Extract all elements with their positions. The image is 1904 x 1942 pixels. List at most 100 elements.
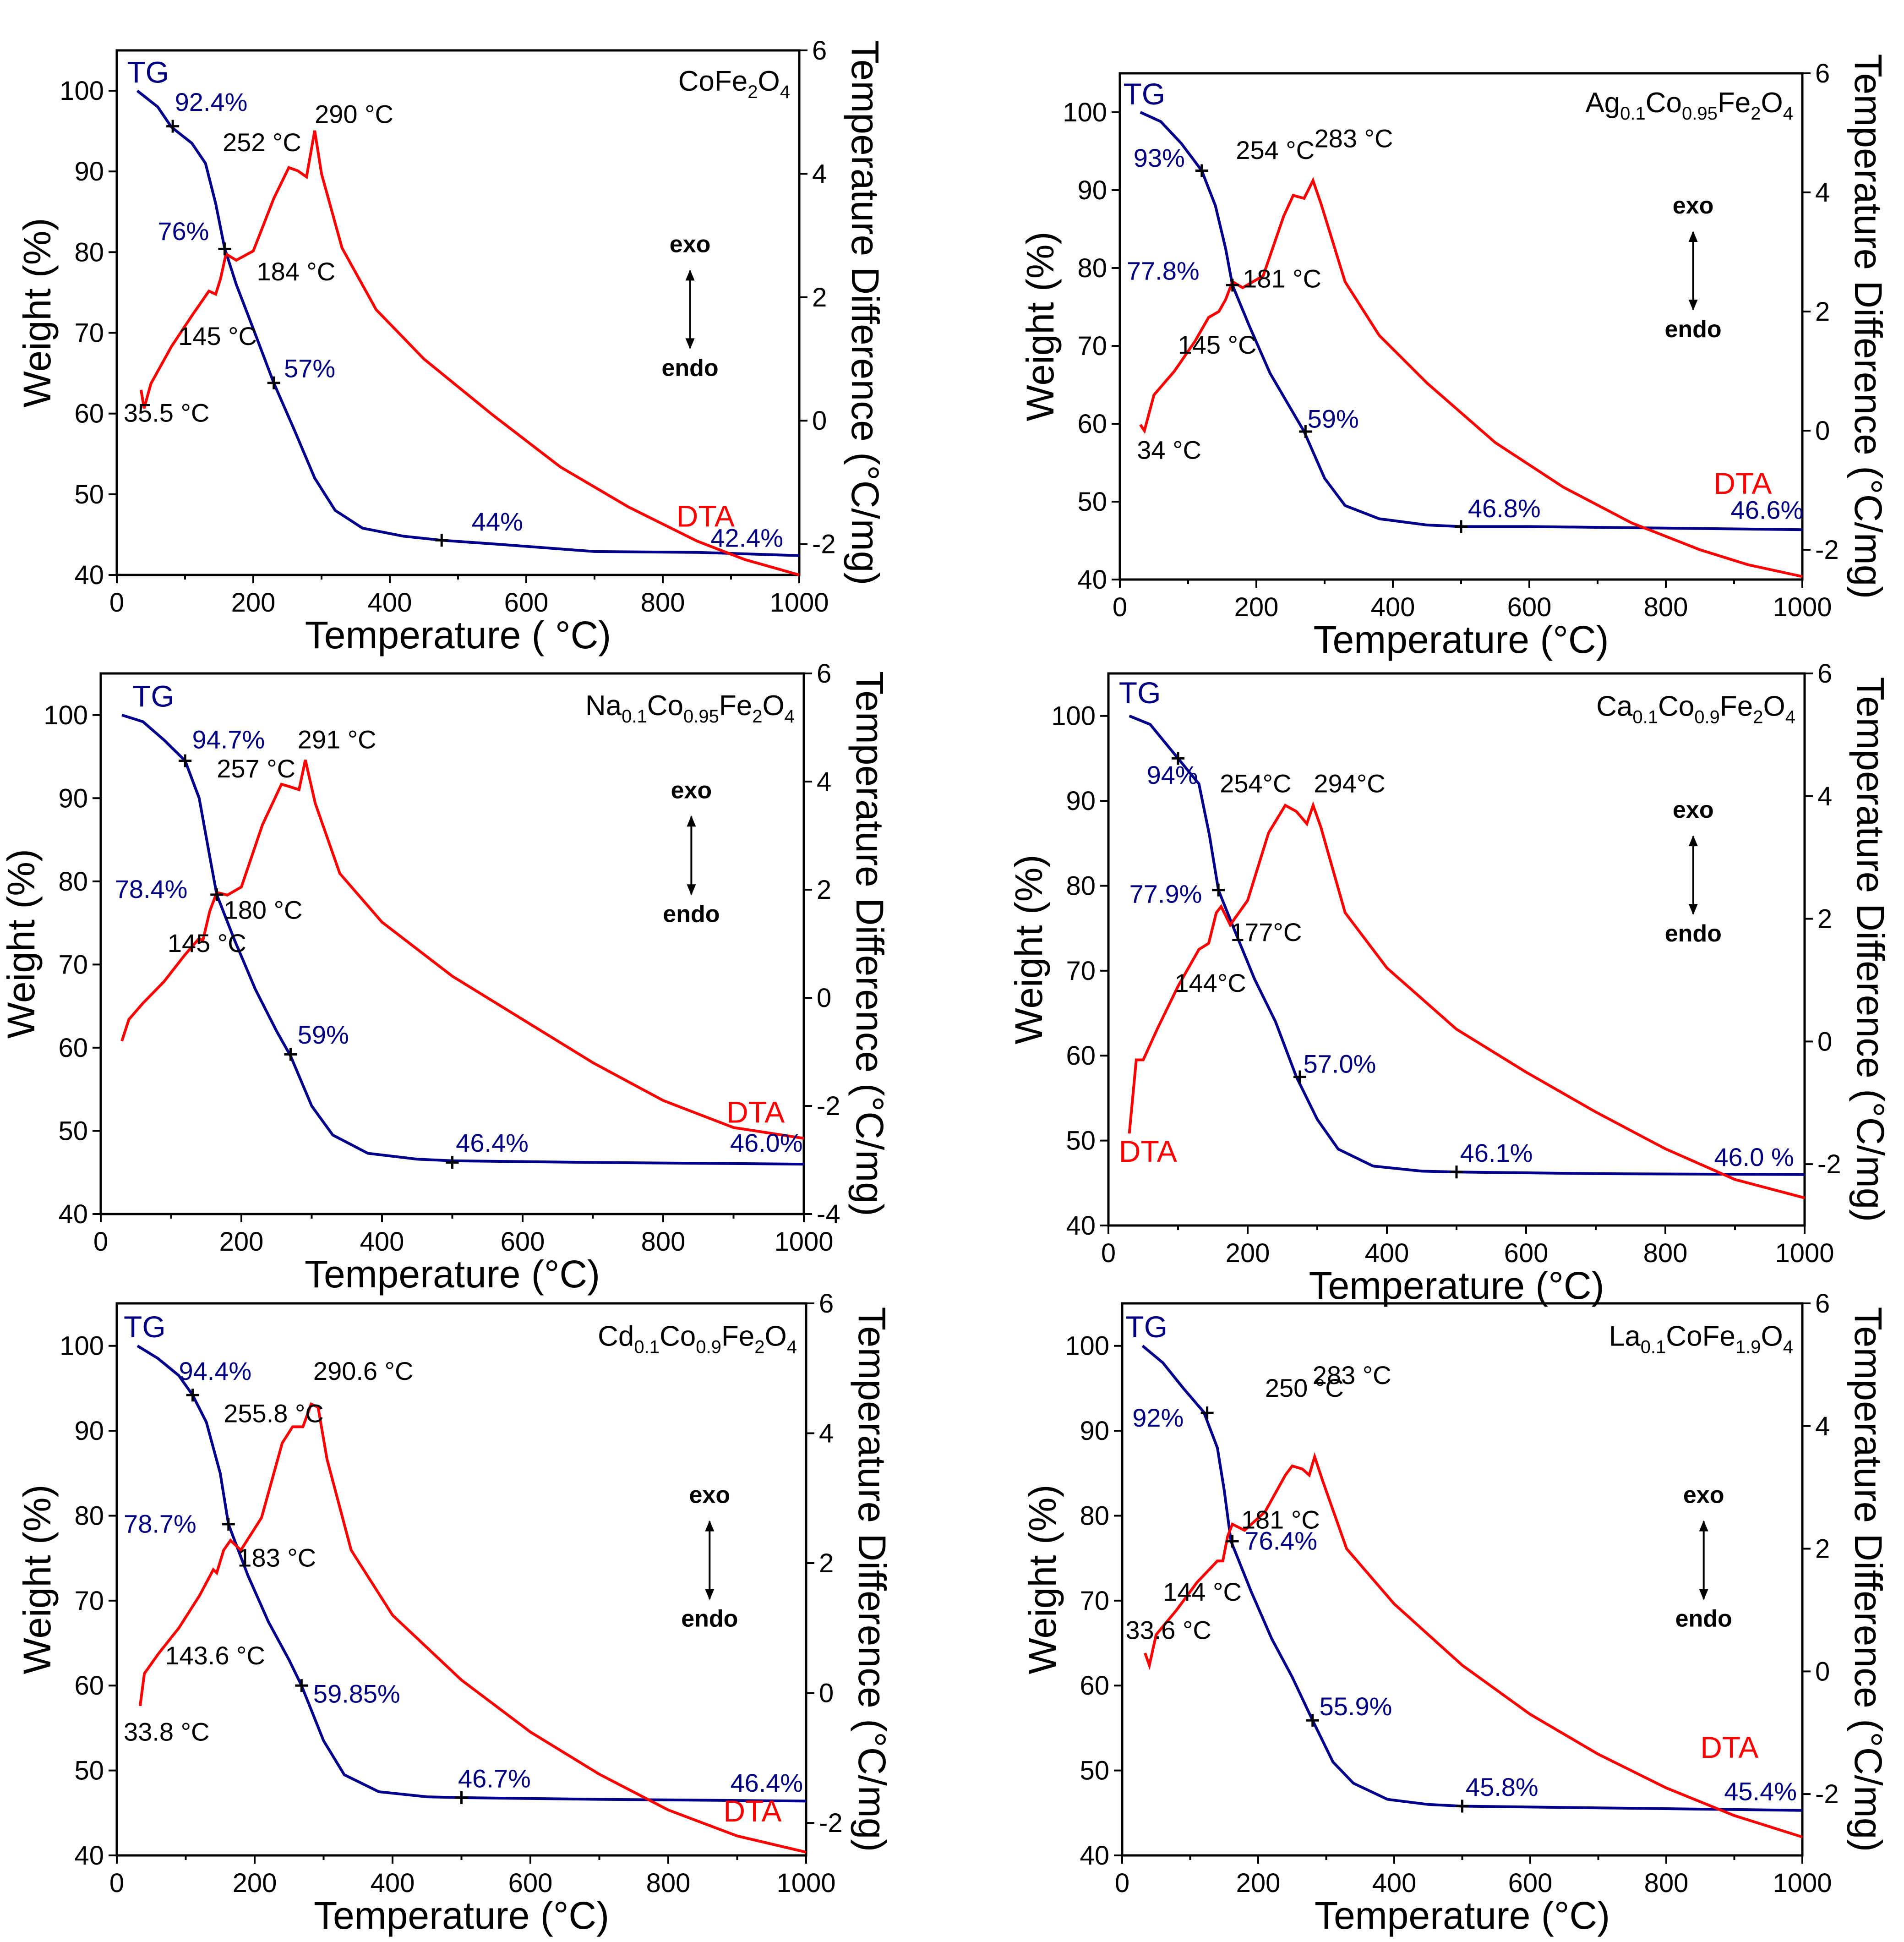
dta-curve bbox=[1139, 177, 1803, 578]
y-tick-label: 80 bbox=[1077, 253, 1107, 283]
x-tick-label: 0 bbox=[109, 588, 124, 618]
tg-label: TG bbox=[1119, 676, 1161, 710]
y2-tick-label: 0 bbox=[1815, 1657, 1830, 1686]
tg-marker bbox=[284, 1048, 297, 1061]
y2-tick-label: -2 bbox=[812, 530, 836, 559]
x-tick-label: 400 bbox=[368, 588, 412, 618]
y-tick-label: 40 bbox=[1080, 1841, 1109, 1871]
y2-tick-label: -2 bbox=[1815, 1779, 1839, 1809]
weight-pct-label-1: 94% bbox=[1147, 760, 1198, 789]
y-tick-label: 80 bbox=[1080, 1501, 1109, 1531]
onset-label: 177°C bbox=[1230, 918, 1302, 946]
y-tick-label: 40 bbox=[74, 1841, 104, 1871]
onset-label: 181 °C bbox=[1241, 1505, 1320, 1534]
y-tick-label: 40 bbox=[1066, 1211, 1096, 1241]
x-tick-label: 1000 bbox=[769, 588, 829, 618]
tg-marker bbox=[179, 754, 192, 767]
weight-pct-label-1: 94.7% bbox=[192, 725, 265, 754]
tg-marker bbox=[1212, 883, 1225, 897]
weight-pct-label-5: 46.0 % bbox=[1714, 1143, 1794, 1171]
exo-label: exo bbox=[1673, 192, 1714, 219]
y2-tick-label: 0 bbox=[1815, 416, 1830, 446]
tg-marker bbox=[1456, 1800, 1469, 1813]
composition-title: Cd0.1Co0.9Fe2O4 bbox=[598, 1321, 797, 1357]
shoulder-label: 145 °C bbox=[1178, 330, 1257, 359]
x-tick-label: 200 bbox=[233, 1868, 277, 1898]
x-axis-title: Temperature ( °C) bbox=[305, 613, 611, 656]
tg-curve bbox=[121, 713, 804, 1166]
y2-axis-title: Temperature Difference (°C/mg) bbox=[1847, 54, 1890, 599]
tg-marker bbox=[267, 376, 280, 389]
x-tick-label: 0 bbox=[1101, 1238, 1116, 1268]
onset-label: 183 °C bbox=[237, 1543, 316, 1572]
endo-label: endo bbox=[681, 1606, 738, 1632]
y2-tick-label: 2 bbox=[812, 283, 827, 312]
weight-pct-label-5: 45.4% bbox=[1724, 1777, 1797, 1806]
weight-pct-label-1: 94.4% bbox=[179, 1357, 251, 1385]
tg-marker bbox=[446, 1156, 459, 1169]
y2-tick-label: -2 bbox=[1815, 535, 1839, 565]
x-tick-label: 400 bbox=[360, 1227, 404, 1257]
tg-marker bbox=[1299, 425, 1312, 438]
y2-tick-label: 2 bbox=[1815, 1534, 1830, 1564]
y2-tick-label: 4 bbox=[1817, 782, 1832, 811]
shoulder-label: 143.6 °C bbox=[165, 1641, 265, 1670]
y-axis-title: Weight (%) bbox=[1019, 232, 1062, 421]
endo-label: endo bbox=[661, 355, 718, 381]
composition-title: Ag0.1Co0.95Fe2O4 bbox=[1585, 87, 1793, 124]
endo-label: endo bbox=[663, 901, 720, 927]
y-axis-title: Weight (%) bbox=[16, 1485, 59, 1674]
x-tick-label: 200 bbox=[219, 1227, 264, 1257]
x-tick-label: 400 bbox=[1372, 1868, 1417, 1898]
y-tick-label: 100 bbox=[1051, 701, 1096, 731]
x-tick-label: 600 bbox=[1508, 1868, 1553, 1898]
weight-pct-label-5: 46.0% bbox=[730, 1128, 803, 1157]
tg-marker bbox=[1226, 279, 1239, 292]
y2-tick-label: 0 bbox=[819, 1679, 834, 1708]
tg-marker bbox=[435, 534, 448, 547]
x-axis-title: Temperature (°C) bbox=[314, 1894, 609, 1937]
x-tick-label: 400 bbox=[1365, 1238, 1409, 1268]
peak1-label: 255.8 °C bbox=[224, 1399, 324, 1428]
weight-pct-label-3: 57% bbox=[284, 354, 335, 383]
y-tick-label: 90 bbox=[58, 783, 88, 813]
y2-tick-label: -2 bbox=[817, 1091, 840, 1121]
y-tick-label: 50 bbox=[1066, 1126, 1096, 1156]
dta-label: DTA bbox=[723, 1794, 781, 1828]
exo-endo-arrow bbox=[1688, 835, 1698, 915]
tg-label: TG bbox=[127, 55, 169, 89]
tg-marker bbox=[1195, 164, 1208, 177]
dta-label: DTA bbox=[726, 1095, 785, 1129]
y2-tick-label: 4 bbox=[812, 159, 827, 189]
x-tick-label: 800 bbox=[641, 1227, 686, 1257]
start-temp-label: 33.8 °C bbox=[124, 1718, 209, 1746]
exo-label: exo bbox=[670, 231, 711, 257]
y2-tick-label: 6 bbox=[812, 36, 827, 66]
y2-axis-title: Temperature Difference (°C/mg) bbox=[844, 40, 887, 585]
x-tick-label: 200 bbox=[231, 588, 276, 618]
y-tick-label: 70 bbox=[74, 318, 104, 348]
y-tick-label: 60 bbox=[1077, 409, 1107, 439]
peak1-label: 250 °C bbox=[1265, 1373, 1344, 1402]
tg-curve bbox=[1129, 714, 1805, 1176]
panel-4: 0 200 400 600 800 1000 40 50 60 70 80 90 100 -2 0 2 4 6 Te… bbox=[1007, 659, 1892, 1307]
dta-curve bbox=[1144, 1452, 1803, 1838]
x-tick-label: 600 bbox=[1504, 1238, 1549, 1268]
panel-5: 0 200 400 600 800 1000 40 50 60 70 80 90 100 -2 0 2 4 6 Te… bbox=[16, 1289, 894, 1937]
weight-pct-label-3: 55.9% bbox=[1320, 1692, 1392, 1721]
composition-title: Na0.1Co0.95Fe2O4 bbox=[585, 690, 795, 727]
tg-marker bbox=[1226, 1535, 1239, 1548]
exo-endo-arrow bbox=[705, 1520, 715, 1600]
y-tick-label: 60 bbox=[74, 1671, 104, 1701]
y2-tick-label: -2 bbox=[819, 1808, 843, 1838]
tg-label: TG bbox=[1123, 77, 1165, 111]
panel-2: 0 200 400 600 800 1000 40 50 60 70 80 90 100 -2 0 2 4 6 Te… bbox=[1019, 54, 1890, 661]
peak2-label: 290.6 °C bbox=[313, 1357, 414, 1385]
y2-tick-label: 4 bbox=[1815, 178, 1830, 208]
x-tick-label: 200 bbox=[1226, 1238, 1270, 1268]
tg-marker bbox=[1293, 1070, 1306, 1083]
weight-pct-label-3: 59% bbox=[298, 1020, 349, 1049]
y2-tick-label: 2 bbox=[817, 875, 831, 905]
dta-label: DTA bbox=[1119, 1134, 1177, 1168]
y2-axis-title: Temperature Difference (°C/mg) bbox=[851, 1307, 894, 1852]
